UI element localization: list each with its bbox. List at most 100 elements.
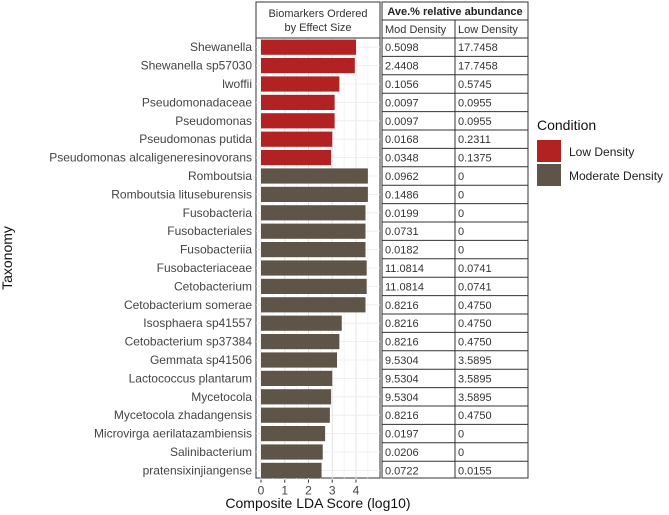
- table-row-lines: [382, 55, 528, 462]
- category-label: Fusobacteriales: [167, 224, 252, 238]
- table-cell-mod: 9.5304: [385, 392, 419, 404]
- category-label: Romboutsia: [188, 169, 252, 183]
- y-axis-title: Taxonomy: [0, 226, 15, 290]
- bar: [261, 352, 337, 368]
- table-cell-low: 0.2311: [458, 134, 491, 146]
- legend-title: Condition: [537, 117, 596, 133]
- table-cell-mod: 9.5304: [385, 355, 419, 367]
- table-cell-low: 0: [458, 171, 464, 183]
- category-label: Fusobacteriia: [180, 243, 252, 257]
- category-label: Pseudomonas: [175, 114, 252, 128]
- category-label: Pseudomonadaceae: [142, 95, 252, 109]
- category-label: Romboutsia lituseburensis: [111, 187, 252, 201]
- category-label: lwoffii: [222, 77, 252, 91]
- bar: [261, 278, 367, 294]
- legend-label-low-density: Low Density: [569, 145, 634, 159]
- table-cell-low: 0.4750: [458, 318, 492, 330]
- category-label: Shewanella sp57030: [141, 59, 253, 73]
- bar: [261, 462, 322, 478]
- x-tick-label: 2: [305, 484, 312, 498]
- x-tick-label: 3: [329, 484, 336, 498]
- bar: [261, 426, 326, 442]
- table-cell-mod: 0.0097: [385, 97, 419, 109]
- table-cell-mod: 0.0348: [385, 153, 419, 165]
- table-cell-low: 3.5895: [458, 373, 492, 385]
- bar: [261, 39, 356, 55]
- category-label: Isosphaera sp41557: [143, 316, 252, 330]
- bar: [261, 113, 335, 129]
- table-cell-low: 0.5745: [458, 79, 492, 91]
- bar: [261, 389, 332, 405]
- category-label: Lactococcus plantarum: [129, 371, 252, 385]
- bar: [261, 94, 335, 110]
- table-cell-low: 3.5895: [458, 392, 492, 404]
- table-cell-low: 0.4750: [458, 300, 492, 312]
- category-label: Microvirga aerilatazambiensis: [94, 427, 252, 441]
- bar: [261, 370, 333, 386]
- x-tick-label: 0: [258, 484, 265, 498]
- table-cell-low: 0: [458, 208, 464, 220]
- table-cell-mod: 0.0722: [385, 465, 419, 477]
- x-axis-title: Composite LDA Score (log10): [225, 495, 410, 511]
- x-axis-ticks: 0 1 2 3 4: [258, 479, 360, 498]
- category-label: Fusobacteria: [183, 206, 253, 220]
- bar: [261, 168, 368, 184]
- category-label: pratensixinjiangense: [143, 463, 253, 477]
- table-cell-mod: 0.0962: [385, 171, 419, 183]
- table-cell-mod: 0.0168: [385, 134, 419, 146]
- bar: [261, 131, 333, 147]
- table-cell-low: 0: [458, 429, 464, 441]
- x-tick-label: 4: [353, 484, 360, 498]
- table-cell-mod: 11.0814: [385, 281, 424, 293]
- table-col-header-low: Low Density: [458, 24, 518, 36]
- table-cell-low: 0.4750: [458, 337, 492, 349]
- category-label: Gemmata sp41506: [150, 353, 252, 367]
- table-cell-low: 0.0741: [458, 281, 492, 293]
- table-cell-mod: 0.1056: [385, 79, 419, 91]
- table-cell-mod: 0.0097: [385, 116, 419, 128]
- bar: [261, 407, 330, 423]
- bar: [261, 76, 340, 92]
- table-cell-low: 17.7458: [458, 61, 498, 73]
- bar: [261, 297, 366, 313]
- table-cell-low: 0.4750: [458, 410, 492, 422]
- table-cell-mod: 0.1486: [385, 189, 419, 201]
- table-cell-mod: 9.5304: [385, 373, 419, 385]
- table-cell-mod: 0.8216: [385, 337, 419, 349]
- table-cell-mod: 0.8216: [385, 410, 419, 422]
- table-cell-mod: 2.4408: [385, 61, 419, 73]
- bar: [261, 205, 366, 221]
- bar: [261, 260, 367, 276]
- bar: [261, 242, 366, 258]
- bars-group: [261, 39, 368, 478]
- bar: [261, 444, 323, 460]
- table-cell-low: 0.0955: [458, 116, 492, 128]
- bar: [261, 58, 355, 74]
- category-label: Cetobacterium sp37384: [125, 335, 253, 349]
- panel-title-line-2: by Effect Size: [284, 22, 351, 34]
- table-cell-low: 0.0155: [458, 465, 492, 477]
- table-cell-mod: 0.0199: [385, 208, 419, 220]
- table-cell-low: 0: [458, 447, 464, 459]
- bar: [261, 150, 332, 166]
- table-col-header-mod: Mod Density: [385, 24, 447, 36]
- table-cell-mod: 0.8216: [385, 300, 419, 312]
- table-cell-low: 17.7458: [458, 42, 498, 54]
- category-labels: Shewanella Shewanella sp57030 lwoffii Pseud…: [49, 40, 252, 477]
- category-label: Shewanella: [190, 40, 252, 54]
- table-cell-mod: 0.0731: [385, 226, 419, 238]
- table-title: Ave.% relative abundance: [387, 6, 522, 18]
- bar: [261, 223, 366, 239]
- panel-title-box: [255, 1, 381, 39]
- category-label: Salinibacterium: [170, 445, 252, 459]
- table-cell-low: 0: [458, 226, 464, 238]
- table-cell-low: 0.1375: [458, 153, 492, 165]
- table-cell-mod: 0.8216: [385, 318, 419, 330]
- category-label: Mycetocola: [191, 390, 252, 404]
- bar: [261, 186, 368, 202]
- table-cell-mod: 0.0182: [385, 245, 419, 257]
- table-cell-low: 0: [458, 245, 464, 257]
- category-label: Mycetocola zhadangensis: [114, 408, 252, 422]
- category-label: Fusobacteriaceae: [157, 261, 253, 275]
